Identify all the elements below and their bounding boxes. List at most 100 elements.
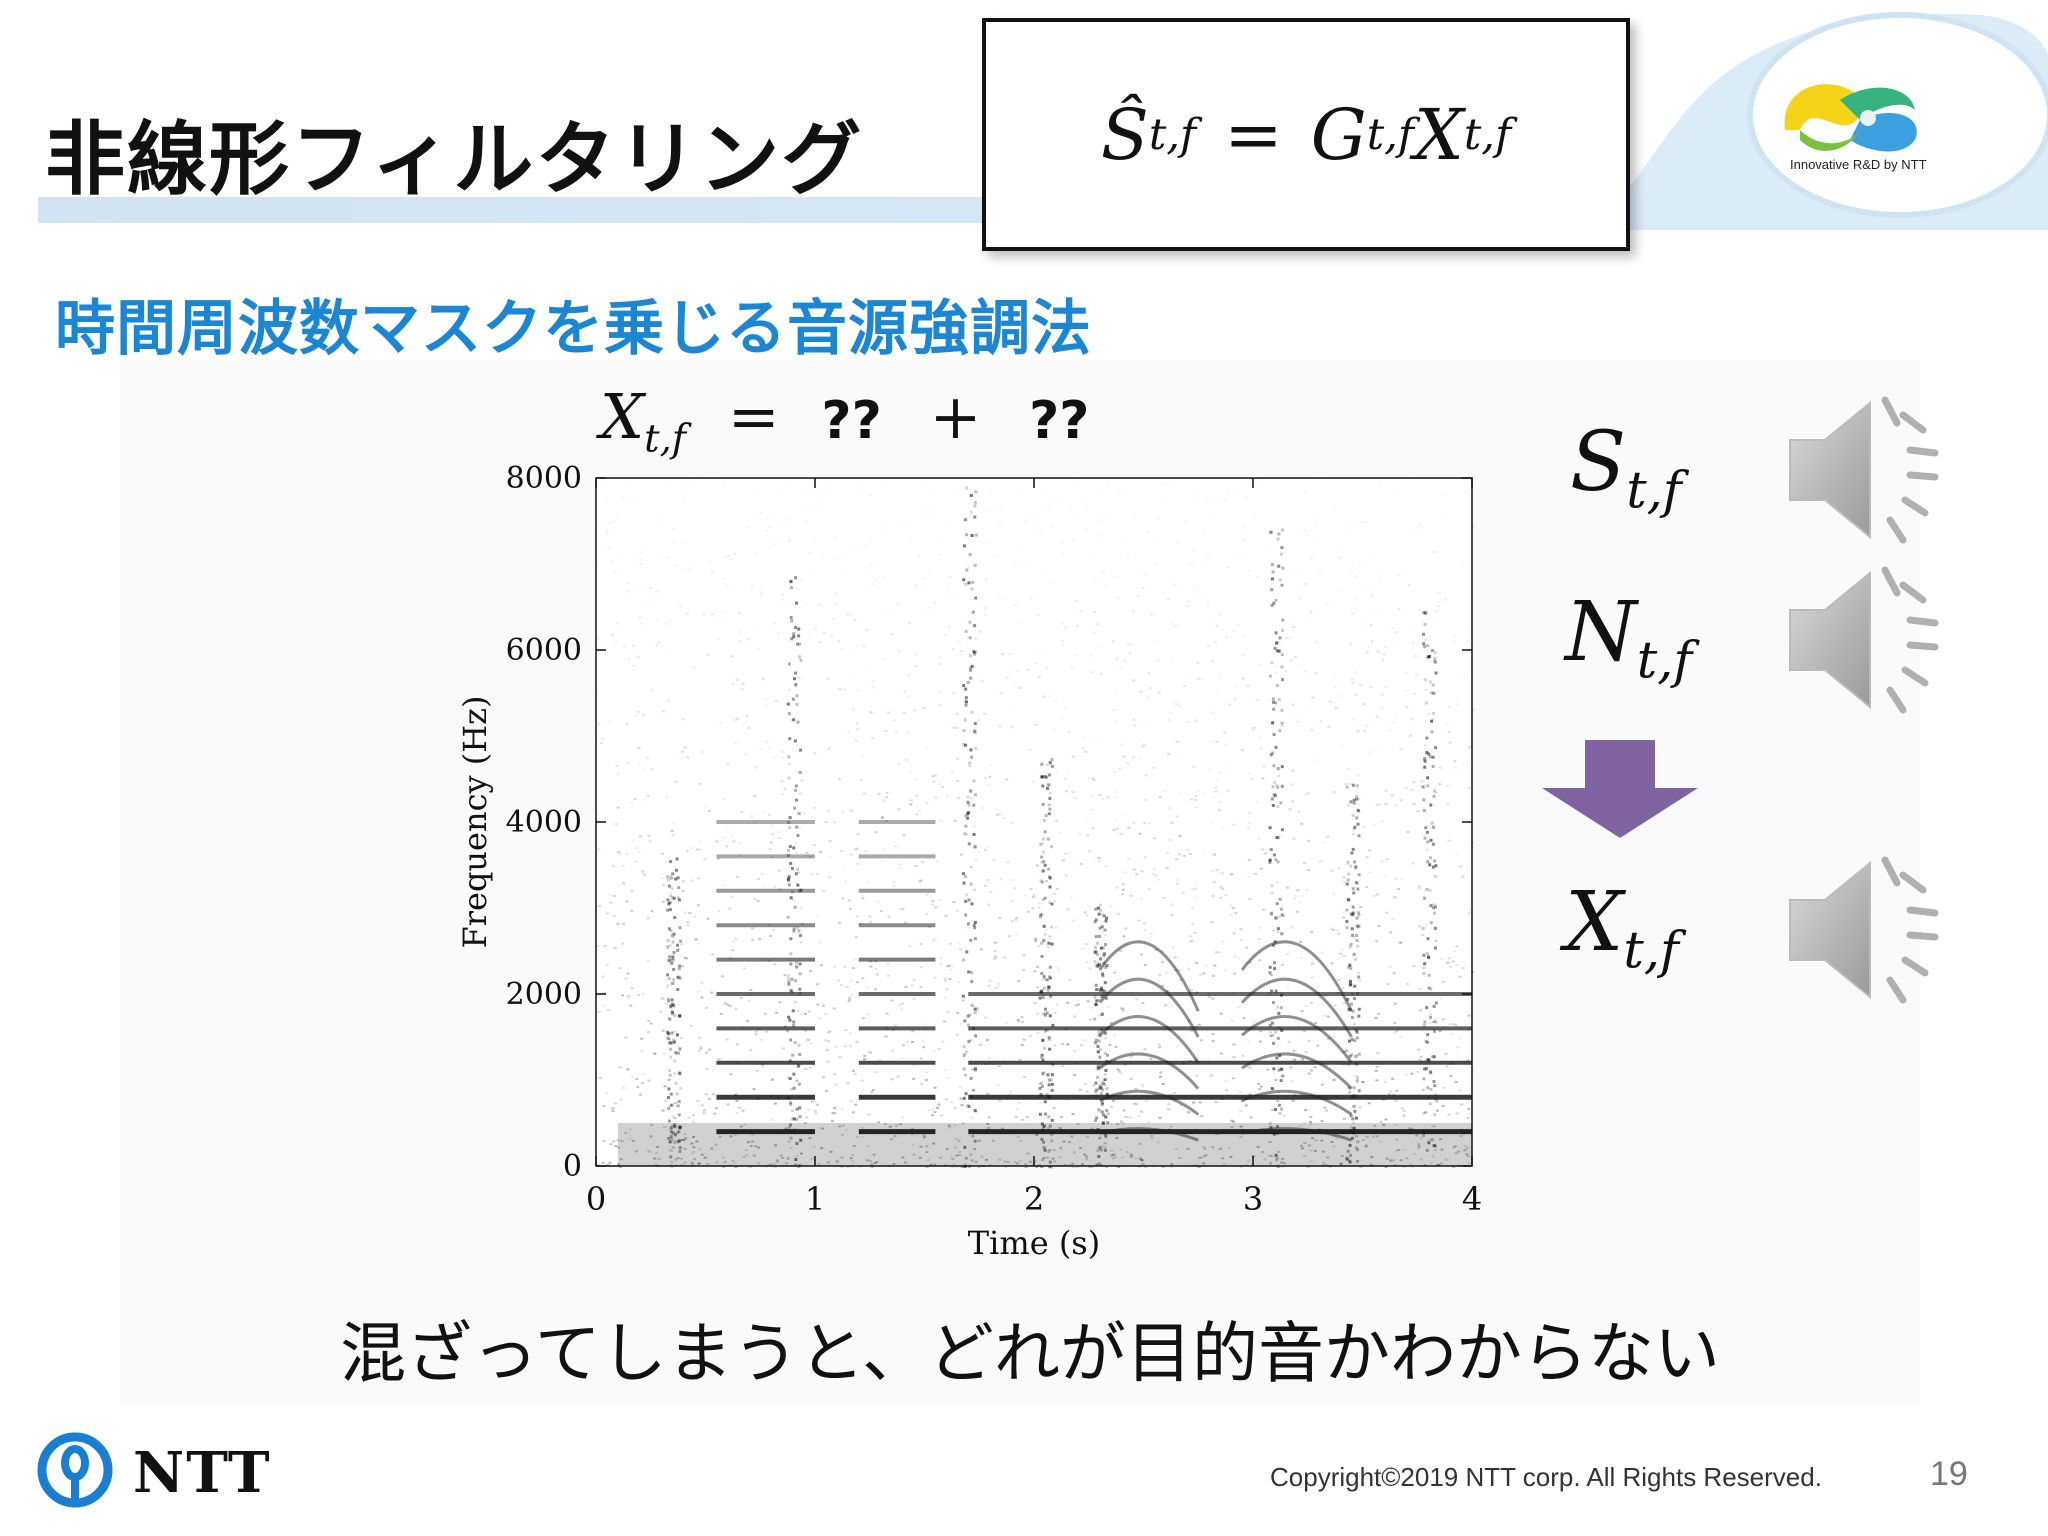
- burst-speck: [678, 964, 682, 968]
- burst-speck: [1272, 792, 1276, 796]
- burst-speck: [1094, 918, 1098, 922]
- noise-speck: [1395, 1029, 1399, 1032]
- noise-speck: [1053, 1160, 1057, 1163]
- noise-speck: [1313, 1091, 1317, 1094]
- noise-speck: [827, 876, 831, 879]
- burst-speck: [791, 1053, 795, 1057]
- burst-speck: [1356, 808, 1360, 812]
- noise-speck: [1309, 1160, 1313, 1163]
- burst-speck: [669, 1135, 673, 1139]
- noise-speck: [867, 669, 870, 671]
- noise-speck: [1092, 1084, 1096, 1087]
- noise-speck: [848, 996, 852, 999]
- noise-speck: [1461, 561, 1465, 564]
- burst-speck: [974, 747, 978, 751]
- noise-speck: [1060, 1148, 1064, 1151]
- burst-speck: [972, 652, 976, 656]
- noise-speck: [885, 1012, 889, 1015]
- noise-speck: [781, 1156, 785, 1159]
- noise-speck: [1466, 625, 1469, 627]
- burst-speck: [1353, 825, 1357, 829]
- noise-speck: [940, 786, 944, 789]
- noise-speck: [731, 949, 735, 952]
- burst-speck: [1047, 975, 1051, 979]
- noise-speck: [1402, 1109, 1406, 1112]
- burst-speck: [1354, 864, 1358, 868]
- burst-speck: [1047, 986, 1051, 990]
- speaker-icon[interactable]: [1785, 855, 1955, 1005]
- noise-speck: [904, 985, 908, 988]
- noise-speck: [1255, 800, 1259, 803]
- noise-speck: [841, 1124, 845, 1127]
- noise-speck: [1015, 669, 1019, 672]
- burst-speck: [1433, 926, 1437, 930]
- burst-speck: [963, 544, 967, 548]
- burst-speck: [1100, 1103, 1104, 1107]
- burst-speck: [666, 945, 670, 949]
- noise-speck: [1194, 719, 1198, 722]
- noise-speck: [1178, 705, 1182, 708]
- noise-speck: [1410, 788, 1414, 791]
- burst-speck: [1045, 775, 1049, 779]
- noise-speck: [614, 823, 618, 826]
- burst-speck: [676, 948, 680, 952]
- noise-speck: [1113, 1033, 1117, 1036]
- noise-speck: [1186, 849, 1190, 852]
- burst-speck: [1273, 646, 1277, 650]
- burst-speck: [1357, 1007, 1361, 1011]
- burst-speck: [1433, 660, 1437, 664]
- noise-speck: [770, 1078, 774, 1081]
- noise-speck: [1419, 1158, 1423, 1161]
- noise-speck: [1116, 1068, 1120, 1071]
- burst-speck: [1428, 654, 1432, 658]
- burst-speck: [1051, 1023, 1055, 1027]
- noise-speck: [1141, 1002, 1145, 1005]
- noise-speck: [1386, 983, 1390, 986]
- burst-speck: [1040, 1122, 1044, 1126]
- noise-speck: [1003, 956, 1007, 959]
- burst-speck: [1280, 583, 1284, 587]
- noise-speck: [751, 1140, 755, 1143]
- burst-speck: [1097, 1154, 1101, 1158]
- y-tick-label: 0: [563, 1149, 582, 1184]
- speaker-icon[interactable]: [1785, 565, 1955, 715]
- noise-speck: [1280, 1157, 1284, 1160]
- burst-speck: [788, 1077, 792, 1081]
- noise-speck: [1429, 1012, 1433, 1015]
- noise-speck: [1159, 1071, 1163, 1074]
- noise-speck: [1158, 796, 1162, 799]
- burst-speck: [1041, 898, 1045, 902]
- burst-speck: [1275, 902, 1279, 906]
- noise-speck: [1465, 1153, 1469, 1156]
- noise-speck: [820, 1147, 824, 1150]
- noise-speck: [957, 1139, 961, 1142]
- burst-speck: [789, 586, 793, 590]
- noise-speck: [1114, 1156, 1118, 1159]
- noise-speck: [1224, 743, 1228, 746]
- noise-speck: [1307, 868, 1311, 871]
- burst-speck: [973, 564, 977, 568]
- noise-speck: [1197, 1023, 1201, 1026]
- noise-speck: [667, 1078, 671, 1081]
- noise-speck: [1199, 1039, 1203, 1042]
- noise-speck: [1121, 1122, 1125, 1125]
- noise-speck: [1211, 894, 1215, 897]
- speaker-icon[interactable]: [1785, 395, 1955, 545]
- noise-speck: [1132, 868, 1136, 871]
- burst-speck: [1040, 1122, 1044, 1126]
- burst-speck: [669, 860, 673, 864]
- noise-speck: [1449, 1074, 1453, 1077]
- noise-speck: [1218, 951, 1222, 954]
- noise-speck: [998, 523, 1002, 526]
- noise-speck: [933, 1086, 937, 1089]
- burst-speck: [672, 978, 676, 982]
- noise-speck: [1254, 872, 1258, 875]
- noise-speck: [1290, 1080, 1294, 1083]
- noise-speck: [1242, 1017, 1246, 1020]
- chirp-line: [1240, 940, 1353, 1012]
- noise-speck: [1237, 957, 1241, 960]
- burst-speck: [966, 801, 970, 805]
- noise-speck: [651, 767, 655, 770]
- noise-speck: [1387, 1093, 1391, 1096]
- burst-speck: [1043, 830, 1047, 834]
